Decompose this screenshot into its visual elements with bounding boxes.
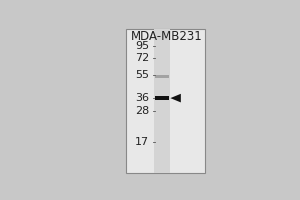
Text: 95: 95 — [135, 41, 149, 51]
Text: 28: 28 — [135, 106, 149, 116]
Bar — [154, 29, 170, 173]
Text: 36: 36 — [135, 93, 149, 103]
Bar — [126, 29, 205, 173]
Bar — [155, 75, 169, 78]
Text: 55: 55 — [135, 70, 149, 80]
Polygon shape — [170, 94, 181, 102]
Text: 17: 17 — [135, 137, 149, 147]
Text: MDA-MB231: MDA-MB231 — [130, 30, 202, 43]
Bar — [154, 96, 169, 100]
Text: 72: 72 — [135, 53, 149, 63]
